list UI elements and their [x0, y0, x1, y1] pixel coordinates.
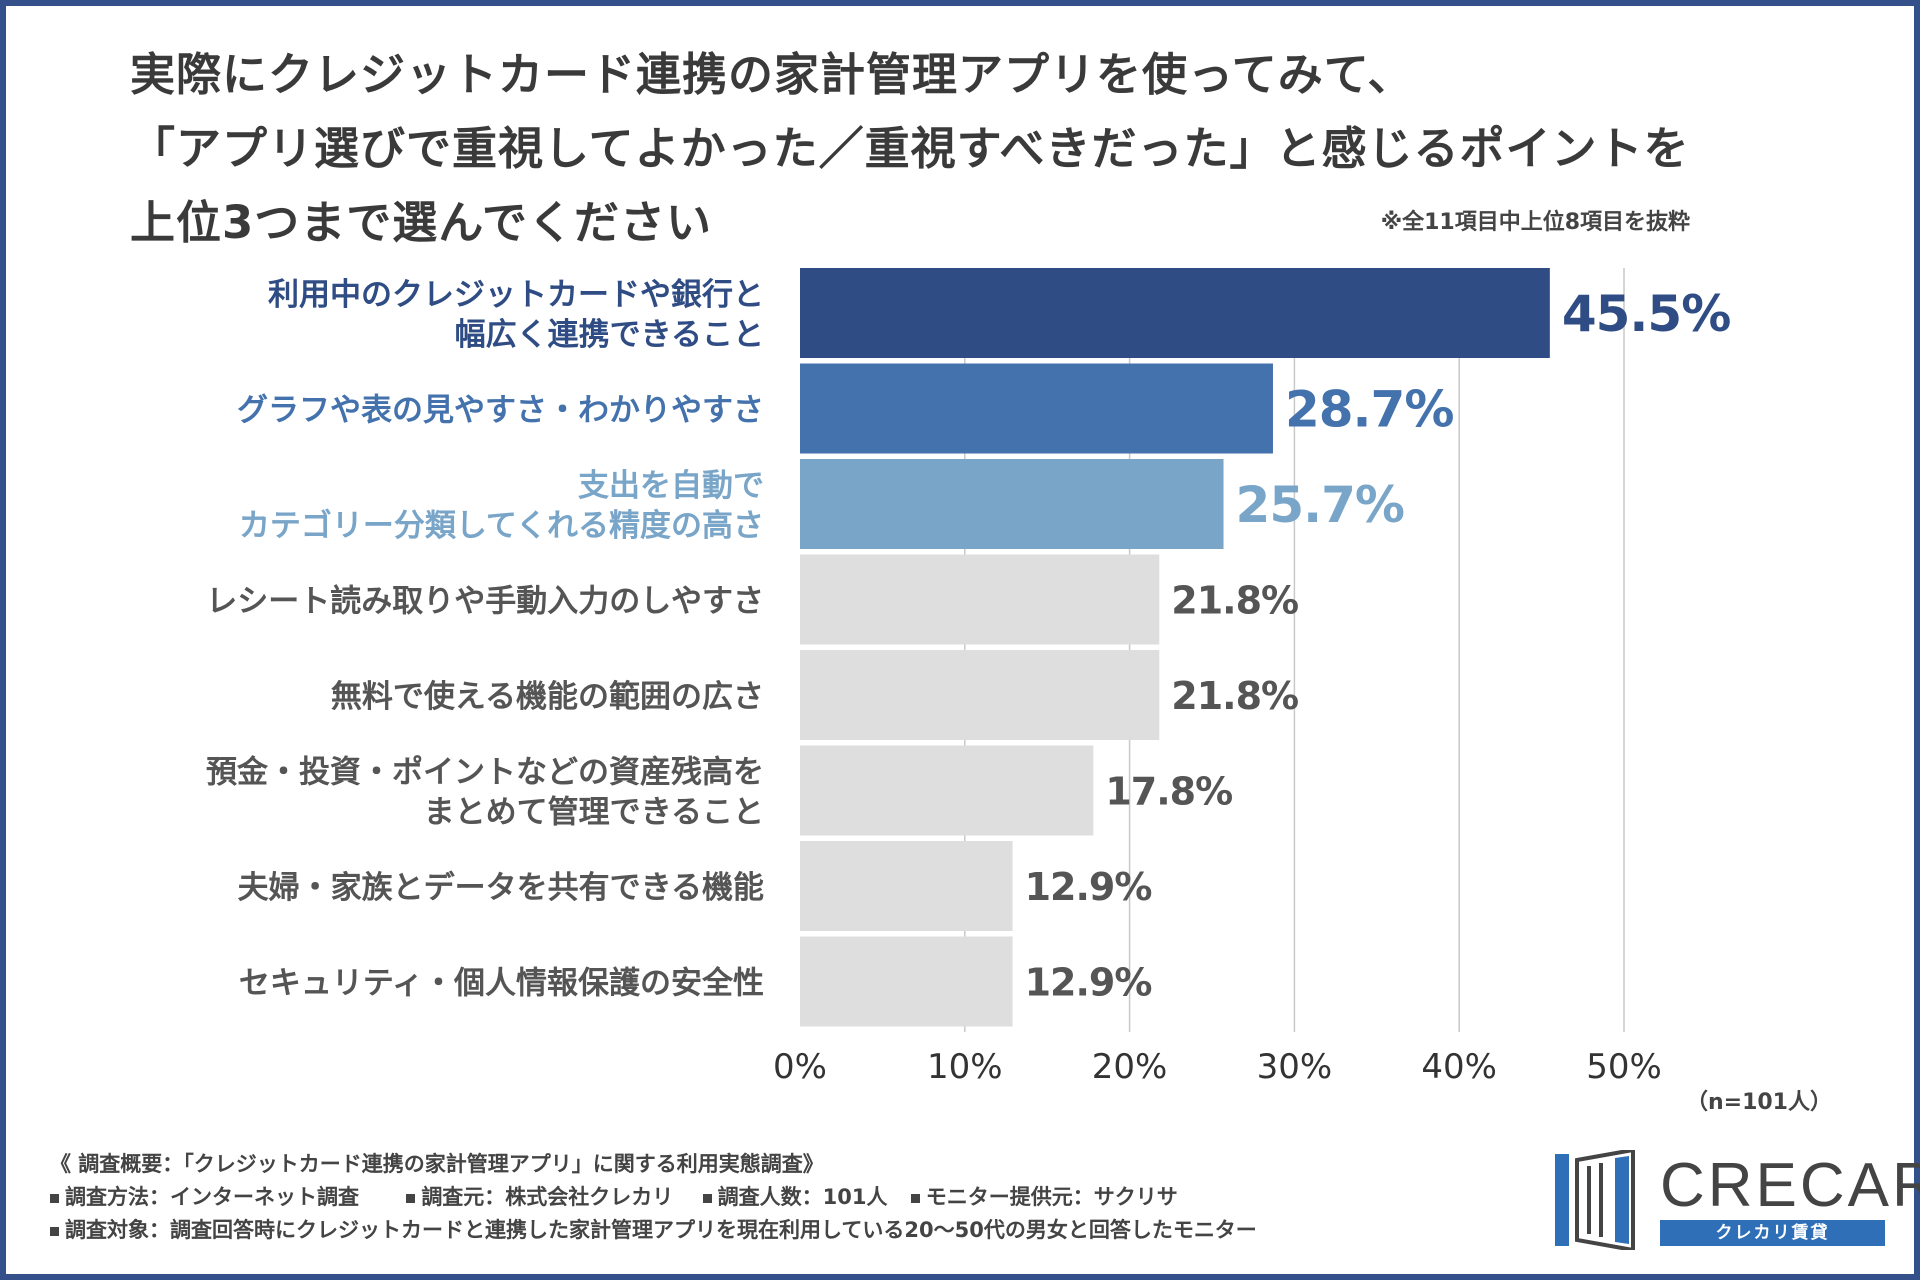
data-label: 45.5% — [1562, 285, 1730, 343]
category-label: まとめて管理できること — [424, 795, 764, 831]
x-tick-label: 0% — [773, 1047, 827, 1087]
category-label: セキュリティ・個人情報保護の安全性 — [239, 966, 764, 1002]
bar — [800, 745, 1094, 836]
extract-note: ※全11項目中上位8項目を抜粋 — [1380, 210, 1690, 235]
bar — [800, 363, 1273, 454]
survey-target: 調査対象：調査回答時にクレジットカードと連携した家計管理アプリを現在利用している… — [65, 1218, 1257, 1242]
survey-provider: モニター提供元：サクリサ — [925, 1185, 1178, 1209]
category-label: 夫婦・家族とデータを共有できる機能 — [238, 870, 764, 906]
title-line-3: 上位3つまで選んでください — [130, 196, 713, 249]
crecari-logo: CRECARI クレカリ賃貸 — [1555, 1150, 1920, 1250]
x-tick-label: 20% — [1092, 1047, 1168, 1087]
bullet-square — [50, 1193, 59, 1203]
logo-subtitle: クレカリ賃貸 — [1660, 1220, 1885, 1246]
x-tick-label: 40% — [1421, 1047, 1497, 1087]
bar — [800, 268, 1550, 358]
bullet-square — [702, 1193, 712, 1203]
bar — [800, 936, 1013, 1027]
survey-method: 調査方法：インターネット調査 — [65, 1185, 359, 1209]
data-label: 25.7% — [1236, 476, 1404, 534]
bar — [800, 459, 1224, 549]
x-tick-label: 10% — [927, 1047, 1003, 1087]
door-logo-icon — [1555, 1150, 1635, 1250]
x-tick-label: 30% — [1257, 1047, 1333, 1087]
category-label: レシート読み取りや手動入力のしやすさ — [206, 584, 764, 620]
category-label: 無料で使える機能の範囲の広さ — [331, 679, 764, 715]
survey-heading: 《 調査概要：「クレジットカード連携の家計管理アプリ」に関する利用実態調査》 — [50, 1152, 824, 1176]
category-label: 利用中のクレジットカードや銀行と — [268, 277, 764, 313]
survey-row-2: 調査対象：調査回答時にクレジットカードと連携した家計管理アプリを現在利用している… — [50, 1214, 1257, 1247]
data-label: 21.8% — [1171, 579, 1298, 623]
category-label: 預金・投資・ポイントなどの資産残高を — [206, 755, 764, 791]
survey-row-1: 調査方法：インターネット調査 調査元：株式会社クレカリ 調査人数：101人 モニ… — [50, 1181, 1257, 1214]
bullet-square — [406, 1193, 416, 1203]
chart-title: 実際にクレジットカード連携の家計管理アプリを使ってみて、 「アプリ選びで重視して… — [130, 38, 1730, 260]
category-label: カテゴリー分類してくれる精度の高さ — [239, 508, 764, 544]
x-tick-label: 50% — [1586, 1047, 1662, 1087]
data-label: 12.9% — [1025, 865, 1152, 909]
title-line-2: 「アプリ選びで重視してよかった／重視すべきだった」と感じるポイントを — [130, 122, 1690, 175]
category-label: グラフや表の見やすさ・わかりやすさ — [237, 393, 764, 429]
data-label: 21.8% — [1171, 674, 1298, 718]
data-label: 28.7% — [1285, 381, 1453, 439]
bar — [800, 650, 1160, 740]
survey-source: 調査元：株式会社クレカリ — [421, 1185, 674, 1209]
category-label: 幅広く連携できること — [455, 317, 764, 353]
logo-wordmark: CRECARI — [1660, 1151, 1920, 1220]
bullet-square — [50, 1226, 59, 1236]
survey-overview: 《 調査概要：「クレジットカード連携の家計管理アプリ」に関する利用実態調査》 調… — [50, 1148, 1257, 1247]
data-label: 17.8% — [1105, 770, 1232, 814]
bullet-square — [910, 1193, 920, 1203]
sample-size: （n=101人） — [1685, 1090, 1832, 1115]
title-line-1: 実際にクレジットカード連携の家計管理アプリを使ってみて、 — [130, 48, 1414, 101]
bar — [800, 841, 1013, 931]
bar — [800, 554, 1160, 645]
survey-respondents: 調査人数：101人 — [717, 1185, 888, 1209]
data-label: 12.9% — [1025, 961, 1152, 1005]
category-label: 支出を自動で — [578, 468, 764, 504]
